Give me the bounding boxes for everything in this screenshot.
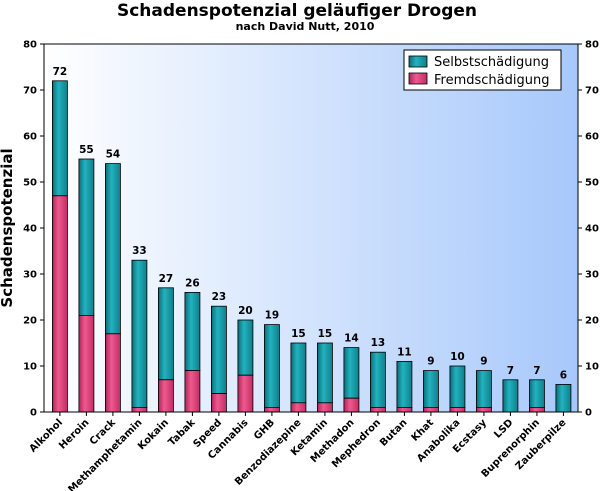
total-label: 10: [450, 351, 465, 363]
y-tick-label-right: 70: [585, 86, 599, 97]
total-label: 54: [106, 149, 121, 161]
category-labels: AlkoholHeroinCrackMethamphetaminKokainTa…: [28, 417, 569, 491]
chart-subtitle: nach David Nutt, 2010: [236, 20, 375, 33]
y-tick-label-left: 70: [23, 86, 37, 97]
bar-selbstschaedigung: [264, 324, 280, 408]
y-tick-label-left: 80: [23, 40, 37, 51]
y-tick-label-right: 30: [585, 270, 599, 281]
bar-fremdschaedigung: [476, 406, 492, 413]
bar-fremdschaedigung: [343, 397, 360, 413]
y-tick-label-left: 20: [23, 316, 37, 327]
y-tick-label-right: 20: [585, 316, 599, 327]
total-label: 7: [507, 365, 514, 377]
bar-selbstschaedigung: [396, 360, 413, 408]
legend-label-selbst: Selbstschädigung: [434, 55, 549, 70]
y-axis-label: Schadenspotenzial: [0, 148, 16, 307]
total-label: 7: [533, 365, 540, 377]
legend-swatch-fremd: [408, 72, 428, 85]
category-label: Mephedron: [330, 417, 383, 470]
bar-selbstschaedigung: [423, 370, 439, 408]
bar-selbstschaedigung: [131, 259, 148, 408]
bar-selbstschaedigung: [290, 342, 307, 404]
total-label: 26: [185, 277, 200, 289]
y-tick-label-right: 40: [585, 224, 599, 235]
bar-fremdschaedigung: [105, 333, 121, 413]
total-label: 15: [318, 328, 333, 340]
total-label: 27: [159, 273, 174, 285]
y-tick-label-right: 10: [585, 362, 599, 373]
bar-fremdschaedigung: [396, 406, 413, 413]
category-label: LSD: [492, 417, 515, 440]
y-tick-label-right: 50: [585, 178, 599, 189]
bar-fremdschaedigung: [52, 195, 68, 413]
total-label: 72: [53, 66, 68, 78]
bar-fremdschaedigung: [423, 406, 439, 413]
bar-fremdschaedigung: [529, 406, 545, 413]
bar-fremdschaedigung: [290, 402, 307, 413]
y-tick-label-right: 60: [585, 132, 599, 143]
bar-selbstschaedigung: [529, 379, 545, 408]
total-label: 19: [265, 310, 280, 322]
y-axis-ticks: 0 0 10 10 20 20 30 30 40 40 50 50 60 60 70 70 80 80: [23, 40, 599, 419]
bar-fremdschaedigung: [237, 374, 254, 413]
total-label: 9: [480, 356, 487, 368]
total-label: 13: [371, 337, 386, 349]
y-tick-label-right: 0: [585, 408, 592, 419]
bar-selbstschaedigung: [211, 305, 227, 395]
bar-selbstschaedigung: [555, 383, 572, 413]
bar-selbstschaedigung: [502, 379, 519, 413]
total-label: 15: [291, 328, 306, 340]
legend: Selbstschädigung Fremdschädigung: [403, 49, 562, 91]
bar-selbstschaedigung: [237, 319, 254, 376]
bar-selbstschaedigung: [449, 365, 466, 408]
bar-selbstschaedigung: [343, 347, 360, 399]
total-label: 14: [344, 333, 359, 345]
bar-selbstschaedigung: [184, 291, 201, 371]
bar-fremdschaedigung: [449, 406, 466, 413]
bar-selbstschaedigung: [78, 158, 95, 316]
total-label: 20: [238, 305, 253, 317]
bar-selbstschaedigung: [158, 287, 174, 381]
total-label: 9: [427, 356, 434, 368]
bar-fremdschaedigung: [317, 402, 333, 413]
total-label: 6: [560, 369, 567, 381]
bar-fremdschaedigung: [211, 393, 227, 413]
y-tick-label-left: 10: [23, 362, 37, 373]
bar-selbstschaedigung: [52, 80, 68, 197]
plot-area: [43, 43, 579, 413]
legend-swatch-selbst: [408, 55, 428, 68]
bar-fremdschaedigung: [158, 379, 174, 413]
chart-title: Schadenspotenzial geläufiger Drogen: [117, 1, 477, 21]
y-tick-label-left: 40: [23, 224, 37, 235]
bars: [44, 80, 578, 416]
bar-fremdschaedigung: [370, 406, 386, 413]
total-label: 11: [397, 346, 412, 358]
legend-label-fremd: Fremdschädigung: [434, 73, 549, 88]
bar-fremdschaedigung: [184, 370, 201, 413]
y-tick-label-left: 50: [23, 178, 37, 189]
bar-fremdschaedigung: [131, 406, 148, 413]
bar-selbstschaedigung: [476, 370, 492, 408]
y-tick-label-left: 0: [30, 408, 37, 419]
y-tick-label-left: 60: [23, 132, 37, 143]
bar-fremdschaedigung: [264, 406, 280, 413]
category-label: Butan: [378, 417, 409, 448]
bar-selbstschaedigung: [105, 163, 121, 335]
category-label: Alkohol: [28, 417, 65, 454]
total-labels: 72 55 54 33 27 26 23 20 19 15 15 14 13 11 9 10 9 7 7 6: [53, 66, 567, 382]
bar-selbstschaedigung: [370, 351, 386, 408]
bar-fremdschaedigung: [78, 314, 95, 413]
total-label: 23: [212, 291, 227, 303]
bar-selbstschaedigung: [317, 342, 333, 404]
legend-box: [403, 49, 562, 91]
y-tick-label-left: 30: [23, 270, 37, 281]
total-label: 55: [79, 144, 94, 156]
y-tick-label-right: 80: [585, 40, 599, 51]
total-label: 33: [132, 245, 147, 257]
